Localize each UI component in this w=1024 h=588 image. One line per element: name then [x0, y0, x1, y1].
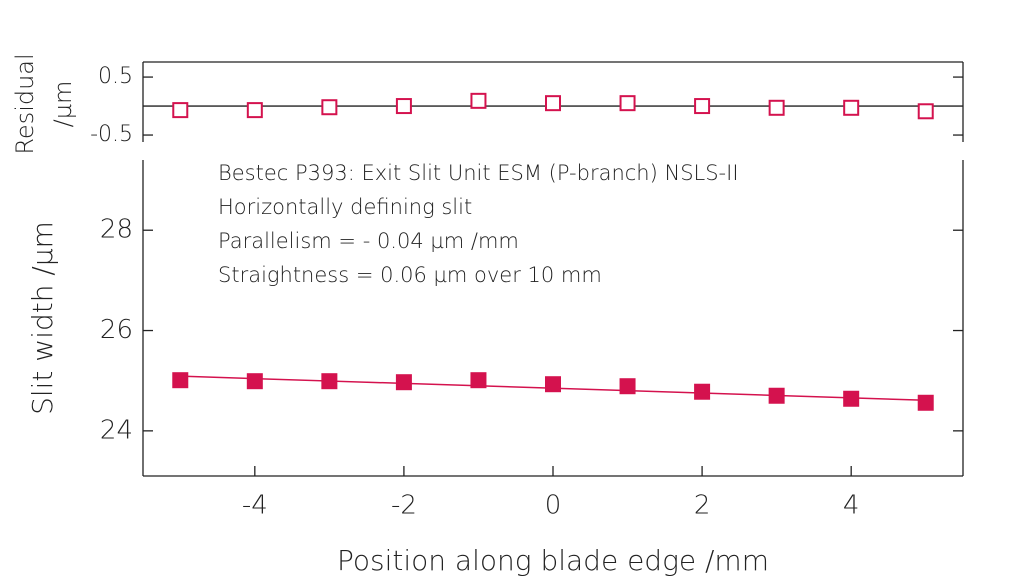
marker: [917, 103, 934, 120]
y-axis-title: /µm: [49, 81, 77, 128]
marker: [619, 378, 636, 395]
y-axis-title: Residual: [11, 53, 39, 154]
y-tick-label: 0.5: [98, 64, 133, 89]
x-tick-label: 2: [694, 491, 711, 521]
marker: [172, 102, 189, 119]
x-tick-label: 4: [843, 491, 860, 521]
x-tick-label: -4: [242, 491, 268, 521]
marker: [470, 92, 487, 109]
marker: [395, 374, 412, 391]
y-tick-label: 28: [100, 215, 133, 245]
y-axis-title: Slit width /µm: [26, 221, 59, 415]
y-tick-label: 24: [100, 415, 133, 445]
marker: [619, 95, 636, 112]
x-axis-title: Position along blade edge /mm: [337, 544, 769, 577]
annotation: Straightness = 0.06 µm over 10 mm: [218, 263, 602, 287]
y-tick-label: 26: [100, 315, 133, 345]
marker: [470, 372, 487, 389]
annotation: Parallelism = - 0.04 µm /mm: [218, 229, 519, 253]
marker: [172, 372, 189, 389]
marker: [843, 390, 860, 407]
marker: [768, 387, 785, 404]
marker: [321, 373, 338, 390]
y-tick-label: -0.5: [90, 122, 133, 147]
marker: [768, 99, 785, 116]
marker: [917, 394, 934, 411]
annotation: Horizontally defining slit: [218, 195, 472, 219]
marker: [246, 373, 263, 390]
marker: [246, 102, 263, 119]
marker: [321, 99, 338, 116]
marker: [545, 95, 561, 112]
annotation: Bestec P393: Exit Slit Unit ESM (P-branc…: [218, 161, 739, 185]
x-tick-label: 0: [545, 491, 562, 521]
marker: [694, 383, 711, 400]
marker: [395, 98, 412, 115]
marker: [843, 99, 860, 116]
marker: [694, 98, 711, 115]
x-tick-label: -2: [391, 491, 417, 521]
marker: [545, 376, 561, 393]
